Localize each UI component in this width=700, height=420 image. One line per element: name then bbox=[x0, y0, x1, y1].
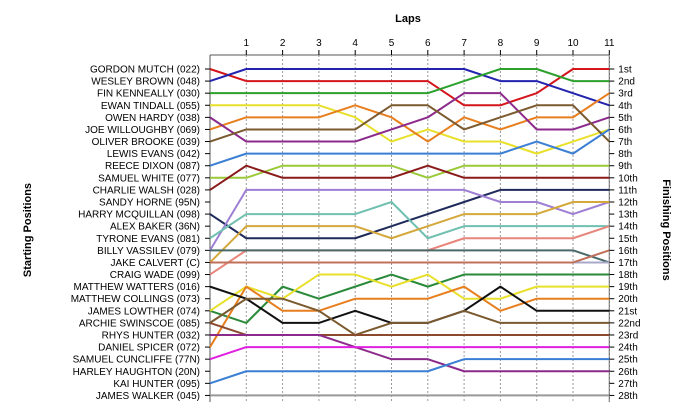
start-position-label: BILLY VASSILEV (079) bbox=[97, 246, 200, 257]
finish-position-label: 7th bbox=[618, 137, 632, 148]
driver-position-line-23 bbox=[209, 297, 610, 336]
driver-position-line-24 bbox=[209, 321, 610, 336]
finish-position-label: 3rd bbox=[618, 89, 632, 100]
start-position-label: MATTHEW COLLINGS (073) bbox=[71, 294, 200, 305]
finish-position-label: 28th bbox=[618, 391, 637, 402]
finish-position-label: 24th bbox=[618, 343, 637, 354]
start-position-label: LEWIS EVANS (042) bbox=[107, 149, 200, 160]
axis-labels: 1 2 3 4 5 6 7 8 9 10 11 GORDON MUTCH (022)WESLEY BR… bbox=[71, 38, 641, 402]
lap-tick-label: 8 bbox=[498, 38, 504, 49]
driver-position-line-21 bbox=[209, 285, 610, 348]
start-position-label: GORDON MUTCH (022) bbox=[90, 65, 200, 76]
driver-position-line-25 bbox=[210, 333, 610, 373]
driver-position-line-7 bbox=[209, 104, 611, 143]
y-axis-title-left: Starting Positions bbox=[22, 183, 34, 277]
driver-position-line-2 bbox=[209, 68, 610, 107]
start-position-label: REECE DIXON (087) bbox=[105, 161, 200, 172]
driver-position-line-14 bbox=[209, 200, 610, 264]
start-position-label: HARRY MCQUILLAN (098) bbox=[78, 210, 200, 221]
start-position-label: JAMES LOWTHER (074) bbox=[88, 306, 200, 317]
start-position-label: JAKE CALVERT (C) bbox=[111, 258, 200, 269]
finish-position-label: 9th bbox=[618, 161, 632, 172]
finish-position-label: 25th bbox=[618, 355, 637, 366]
start-position-label: SAMUEL CUNCLIFFE (77N) bbox=[73, 355, 200, 366]
lap-tick-label: 2 bbox=[280, 38, 286, 49]
start-position-label: JOE WILLOUGHBY (069) bbox=[85, 125, 200, 136]
start-position-label: WESLEY BROWN (048) bbox=[91, 77, 200, 88]
finish-position-label: 22nd bbox=[618, 318, 640, 329]
finish-position-label: 21st bbox=[618, 306, 637, 317]
driver-position-line-20 bbox=[209, 273, 610, 312]
start-position-label: TYRONE EVANS (081) bbox=[96, 234, 200, 245]
finish-position-label: 10th bbox=[618, 173, 637, 184]
y-axis-title-right: Finishing Positions bbox=[660, 179, 672, 280]
finish-position-label: 6th bbox=[618, 125, 632, 136]
finish-position-label: 1st bbox=[618, 65, 632, 76]
lap-tick-label: 4 bbox=[352, 38, 358, 49]
finish-position-label: 5th bbox=[618, 113, 632, 124]
start-position-label: JAMES WALKER (045) bbox=[96, 391, 200, 402]
lap-tick-label: 10 bbox=[567, 38, 579, 49]
driver-position-line-22 bbox=[209, 285, 610, 324]
start-position-label: SANDY HORNE (95N) bbox=[99, 197, 200, 208]
lap-tick-label: 5 bbox=[389, 38, 395, 49]
start-position-label: DANIEL SPICER (072) bbox=[98, 343, 200, 354]
start-position-label: FIN KENNEALLY (030) bbox=[97, 89, 200, 100]
driver-position-line-6 bbox=[209, 92, 610, 143]
series-lines bbox=[209, 68, 611, 397]
driver-position-line-18 bbox=[210, 249, 610, 264]
start-position-label: CHARLIE WALSH (028) bbox=[93, 185, 200, 196]
driver-position-line-10 bbox=[209, 164, 610, 191]
lap-tick-label: 7 bbox=[461, 38, 467, 49]
driver-position-line-4 bbox=[210, 104, 610, 155]
start-position-label: RHYS HUNTER (032) bbox=[102, 330, 200, 341]
lap-tick-label: 9 bbox=[534, 38, 540, 49]
finish-position-label: 19th bbox=[618, 282, 637, 293]
driver-position-line-3 bbox=[210, 68, 610, 95]
finish-position-label: 17th bbox=[618, 258, 637, 269]
finish-position-label: 4th bbox=[618, 101, 632, 112]
finish-position-label: 18th bbox=[618, 270, 637, 281]
finish-position-label: 12th bbox=[618, 197, 637, 208]
start-position-label: ALEX BAKER (36N) bbox=[110, 222, 200, 233]
start-position-label: HARLEY HAUGHTON (20N) bbox=[73, 367, 200, 378]
x-axis-title: Laps bbox=[395, 13, 421, 25]
driver-position-line-26 bbox=[209, 346, 610, 361]
finish-position-label: 23rd bbox=[618, 330, 638, 341]
finish-position-label: 20th bbox=[618, 294, 637, 305]
finish-position-label: 16th bbox=[618, 246, 637, 257]
lap-tick-label: 6 bbox=[425, 38, 431, 49]
start-position-label: MATTHEW WATTERS (016) bbox=[74, 282, 200, 293]
lap-tick-label: 1 bbox=[244, 38, 250, 49]
driver-position-line-12 bbox=[209, 188, 610, 251]
finish-position-label: 26th bbox=[618, 367, 637, 378]
grid bbox=[205, 50, 615, 402]
driver-position-line-27 bbox=[209, 358, 610, 385]
start-position-label: KAI HUNTER (095) bbox=[113, 379, 200, 390]
start-position-label: ARCHIE SWINSCOE (085) bbox=[79, 318, 200, 329]
start-position-label: OWEN HARDY (038) bbox=[105, 113, 200, 124]
driver-position-line-13 bbox=[209, 200, 610, 240]
finish-position-label: 15th bbox=[618, 234, 637, 245]
start-position-label: EWAN TINDALL (055) bbox=[101, 101, 200, 112]
finish-position-label: 13th bbox=[618, 210, 637, 221]
start-position-label: CRAIG WADE (099) bbox=[110, 270, 200, 281]
driver-position-line-8 bbox=[209, 128, 610, 167]
finish-position-label: 2nd bbox=[618, 77, 635, 88]
driver-position-line-1 bbox=[209, 68, 610, 107]
lap-tick-label: 11 bbox=[604, 38, 615, 49]
finish-position-label: 8th bbox=[618, 149, 632, 160]
driver-position-line-5 bbox=[209, 92, 610, 143]
finish-position-label: 27th bbox=[618, 379, 637, 390]
lap-tick-label: 3 bbox=[316, 38, 322, 49]
finish-position-label: 11th bbox=[618, 185, 637, 196]
start-position-label: SAMUEL WHITE (077) bbox=[98, 173, 200, 184]
driver-position-line-16 bbox=[210, 249, 610, 264]
start-position-label: OLIVER BROOKE (039) bbox=[92, 137, 200, 148]
finish-position-label: 14th bbox=[618, 222, 637, 233]
